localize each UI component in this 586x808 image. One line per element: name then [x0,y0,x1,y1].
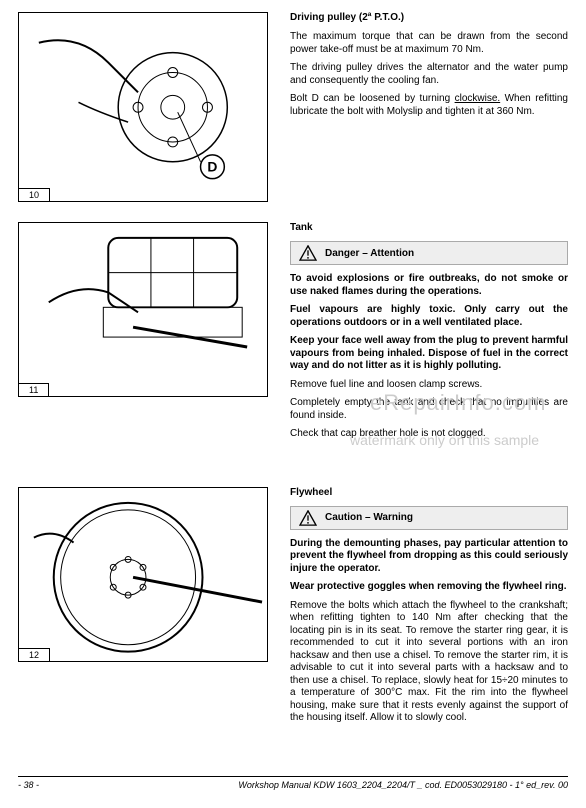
paragraph: The maximum torque that can be drawn fro… [290,31,568,56]
heading: Flywheel [290,487,568,498]
figure-column: 12 [18,487,278,731]
figure-box-12: 12 [18,487,268,662]
paragraph-bold: To avoid explosions or fire outbreaks, d… [290,273,568,298]
callout-label: Caution – Warning [325,512,413,523]
figure-number: 11 [18,383,49,397]
section-flywheel: 12 Flywheel Caution – Warning During the… [18,487,568,731]
figure-number: 10 [18,188,50,202]
heading: Tank [290,222,568,233]
paragraph-bold: During the demounting phases, pay partic… [290,538,568,576]
danger-callout: Danger – Attention [290,241,568,265]
paragraph-bold: Wear protective goggles when removing th… [290,581,568,594]
caution-callout: Caution – Warning [290,506,568,530]
text-column: Driving pulley (2ª P.T.O.) The maximum t… [278,12,568,202]
heading: Driving pulley (2ª P.T.O.) [290,12,568,23]
paragraph-bold: Fuel vapours are highly toxic. Only carr… [290,304,568,329]
text-column: Tank Danger – Attention To avoid explosi… [278,222,568,447]
figure-drawing [19,223,267,397]
paragraph: The driving pulley drives the alternator… [290,62,568,87]
figure-box-10: D 10 [18,12,268,202]
paragraph: Bolt D can be loosened by turning clockw… [290,93,568,118]
figure-column: D 10 [18,12,278,202]
text-underlined: clockwise. [455,93,501,104]
figure-number: 12 [18,648,50,662]
text-column: Flywheel Caution – Warning During the de… [278,487,568,731]
figure-box-11: 11 [18,222,268,397]
warning-triangle-icon [299,245,317,261]
paragraph-bold: Keep your face well away from the plug t… [290,335,568,373]
paragraph: Remove the bolts which attach the flywhe… [290,600,568,725]
figure-drawing [19,488,267,662]
paragraph: Completely empty the tank and check that… [290,397,568,422]
text: Bolt D can be loosened by turning [290,93,455,104]
section-tank: 11 Tank Danger – Attention To avoid expl… [18,222,568,447]
page-footer: - 38 - Workshop Manual KDW 1603_2204_220… [18,776,568,790]
section-driving-pulley: D 10 Driving pulley (2ª P.T.O.) The maxi… [18,12,568,202]
paragraph: Check that cap breather hole is not clog… [290,428,568,441]
figure-drawing: D [19,13,267,201]
page-number: - 38 - [18,780,39,790]
callout-label: Danger – Attention [325,248,414,259]
paragraph: Remove fuel line and loosen clamp screws… [290,379,568,392]
footer-info: Workshop Manual KDW 1603_2204_2204/T _ c… [238,780,568,790]
figure-column: 11 [18,222,278,447]
warning-triangle-icon [299,510,317,526]
svg-text:D: D [207,159,217,175]
